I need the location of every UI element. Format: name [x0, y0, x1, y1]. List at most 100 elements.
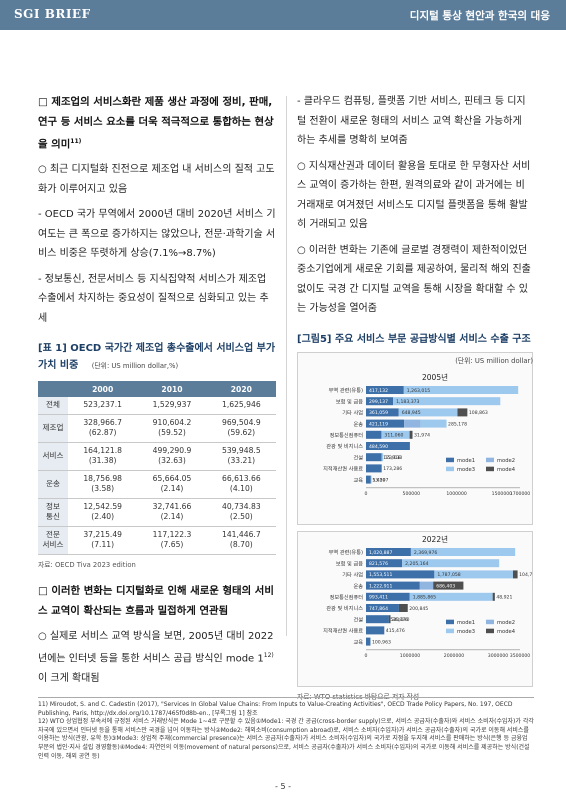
table-row: 정보 통신 12,542.59 (2.40) 32,741.66 (2.14) 40,734… [38, 498, 276, 527]
legend-label: mode2 [497, 620, 515, 626]
category-label: 지적재산권 사용료 [323, 464, 363, 472]
bar-segment [366, 407, 399, 416]
column-divider [286, 96, 287, 636]
bar-segment [420, 419, 447, 428]
data-label: 1,183,373 [396, 399, 419, 405]
table-cell: 117,122.3 (7.65) [137, 526, 207, 555]
chart-title: 2022년 [422, 534, 448, 544]
bar-segment [366, 463, 382, 472]
bullet-text: - 정보통신, 전문서비스 등 지식집약적 서비스가 제조업 수출에서 차지하는… [38, 273, 269, 324]
bar-segment [366, 419, 405, 428]
bar-segment [398, 603, 408, 612]
category-label: 기타 사업 [342, 570, 363, 578]
category-label: 관광 및 비지니스 [326, 604, 363, 612]
data-label: 1,020,887 [369, 549, 392, 555]
bullet-text: ○ 실제로 서비스 교역 방식을 보면, 2005년 대비 2022년에는 인터… [38, 630, 274, 685]
bar-segment [434, 569, 513, 578]
section-heading: □ 제조업의 서비스화란 제품 생산 과정에 정비, 판매, 연구 등 서비스 … [38, 96, 274, 151]
table-cell: 12,542.59 (2.40) [68, 498, 138, 527]
category-label: 건설 [353, 453, 363, 461]
bar-segment [366, 385, 404, 394]
table-row: 운송 18,756.98 (3.58) 65,664.05 (2.14) 66,613.6… [38, 470, 276, 499]
figure-title: [그림5] 주요 서비스 부문 공급방식별 서비스 수출 구조 (단위: US m… [297, 331, 533, 365]
category-label: 운송 [353, 581, 363, 589]
table-row: 서비스 164,121.8 (31.38) 499,290.9 (32.63) 539,9… [38, 442, 276, 471]
chart-title: 2005년 [422, 372, 448, 382]
legend-label: mode1 [457, 458, 475, 464]
table-header-cell: 2010 [137, 381, 207, 398]
legend-swatch [446, 466, 454, 471]
bar-segment [402, 558, 500, 567]
data-label: 520,190 [390, 617, 409, 623]
data-label: 48,921 [496, 594, 512, 600]
x-tick-label: 1000000 [400, 652, 421, 658]
data-label: 104,785 [519, 572, 532, 578]
bar-segment [366, 396, 394, 405]
bullet-text: ○ 지식재산권과 데이터 활용을 토대로 한 무형자산 서비스 교역이 증가하는… [297, 160, 531, 231]
table-cell: 1,529,937 [137, 397, 207, 415]
bar-segment [366, 625, 385, 634]
legend-label: mode2 [497, 458, 515, 464]
bar-segment [366, 547, 411, 556]
category-label: 교육 [353, 476, 363, 483]
table-cell: 539,948.5 (33.21) [206, 442, 276, 471]
x-tick-label: 0 [365, 652, 368, 658]
legend-swatch [486, 619, 494, 624]
table-cell: 37,215.49 (7.11) [68, 526, 138, 555]
bar-segment [366, 603, 399, 612]
header-title: 디지털 통상 현안과 한국의 대응 [409, 10, 550, 22]
bullet-text: - OECD 국가 무역에서 2000년 대비 2020년 서비스 기여도는 큰… [38, 209, 276, 260]
data-label: 108,863 [469, 410, 488, 416]
x-tick-label: 3500000 [510, 652, 531, 658]
data-label: 1,787,058 [437, 572, 460, 578]
bar-segment [457, 407, 468, 416]
x-tick-label: 1700000 [510, 490, 531, 496]
data-label: 1,263,015 [407, 387, 430, 393]
data-label: 15,918 [385, 455, 401, 461]
table-cell: 141,446.7 (8.70) [206, 526, 276, 555]
data-label: 484,590 [369, 443, 388, 449]
table-row: 제조업 328,966.7 (62.87) 910,604.2 (59.52) 969,5… [38, 414, 276, 443]
data-label: 686,403 [436, 583, 455, 589]
chart-2005: 2005년 무역 관련(유통) 417,132 1,263,015 보험 및 금융 299… [297, 351, 533, 525]
category-label: 보험 및 금융 [336, 398, 363, 405]
bar-segment [366, 430, 382, 439]
bar-segment [381, 452, 384, 461]
footnote-11: 11) Miroudot, S. and C. Cadestin (2017),… [38, 701, 513, 717]
table-row-label: 전문 서비스 [38, 526, 68, 555]
table-header-cell [38, 381, 68, 398]
data-label: 415,476 [386, 628, 405, 634]
bar-segment [393, 396, 501, 405]
bar-segment [410, 547, 516, 556]
table-cell: 1,625,946 [206, 397, 276, 415]
bar-segment [366, 637, 371, 646]
bar-segment [409, 430, 413, 439]
page-header: SGI BRIEF 디지털 통상 현안과 한국의 대응 [0, 0, 566, 30]
legend-label: mode1 [457, 620, 475, 626]
bar-segment [419, 581, 434, 590]
bar-segment [366, 558, 403, 567]
table-cell: 18,756.98 (3.58) [68, 470, 138, 499]
legend-swatch [486, 457, 494, 462]
left-column: □ 제조업의 서비스화란 제품 생산 과정에 정비, 판매, 연구 등 서비스 … [38, 92, 276, 689]
table-row-label: 운송 [38, 470, 68, 499]
page-number: - 5 - [275, 782, 291, 791]
bar-segment [366, 452, 382, 461]
table-block: [표 1] OECD 국가간 제조업 총수출에서 서비스업 부가가치 비중 (단… [38, 340, 276, 569]
data-label: 2,369,976 [414, 549, 437, 555]
legend-swatch [486, 466, 494, 471]
bar-segment [404, 419, 421, 428]
data-label: 1,553,511 [369, 572, 392, 578]
table-cell: 32,741.66 (2.14) [137, 498, 207, 527]
bar-segment [366, 592, 410, 601]
category-label: 운송 [353, 419, 363, 427]
bar-segment [366, 581, 420, 590]
data-label: 747,864 [369, 605, 388, 611]
bullet-text: ○ 이러한 변화는 기존에 글로벌 경쟁력이 제한적이었던 중소기업에게 새로운… [297, 244, 531, 315]
table-source: 자료: OECD Tiva 2023 edition [38, 560, 136, 569]
bar-segment [366, 475, 371, 484]
table-cell: 499,290.9 (32.63) [137, 442, 207, 471]
legend-label: mode4 [497, 467, 516, 473]
data-label: 53,297 [372, 477, 388, 483]
